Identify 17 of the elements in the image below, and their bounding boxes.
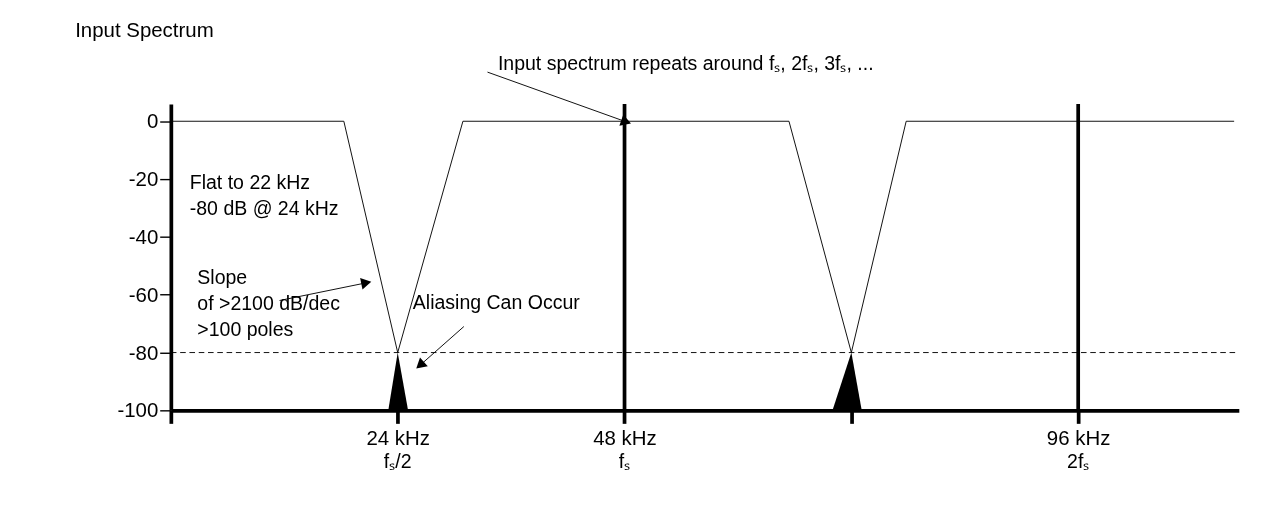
y-tick-label: 0 [146,110,159,133]
annotation: Aliasing Can Occur [412,290,581,313]
text: 2fₛ [1067,449,1090,472]
y-tick-label: -20 [128,168,159,191]
y-tick-label: -100 [117,399,159,422]
x-tick-label: 24 kHz [366,427,430,450]
y-tick-label: -40 [128,225,159,248]
annotation: Input spectrum repeats around fₛ, 2fₛ, 3fₛ, ... [497,52,874,75]
x-tick-label: 48 kHz [593,427,657,450]
chart-title: Input Spectrum [75,19,214,42]
annotation: Slope of >2100 dB/dec >100 poles [197,266,341,341]
x-tick-label: 96 kHz [1046,427,1111,450]
text: fₛ/2 [383,449,412,472]
y-tick-label: -80 [128,341,159,364]
annotation: Flat to 22 kHz -80 dB @ 24 kHz [189,171,339,220]
y-tick-label: -60 [128,283,159,306]
text: fₛ [618,449,631,472]
